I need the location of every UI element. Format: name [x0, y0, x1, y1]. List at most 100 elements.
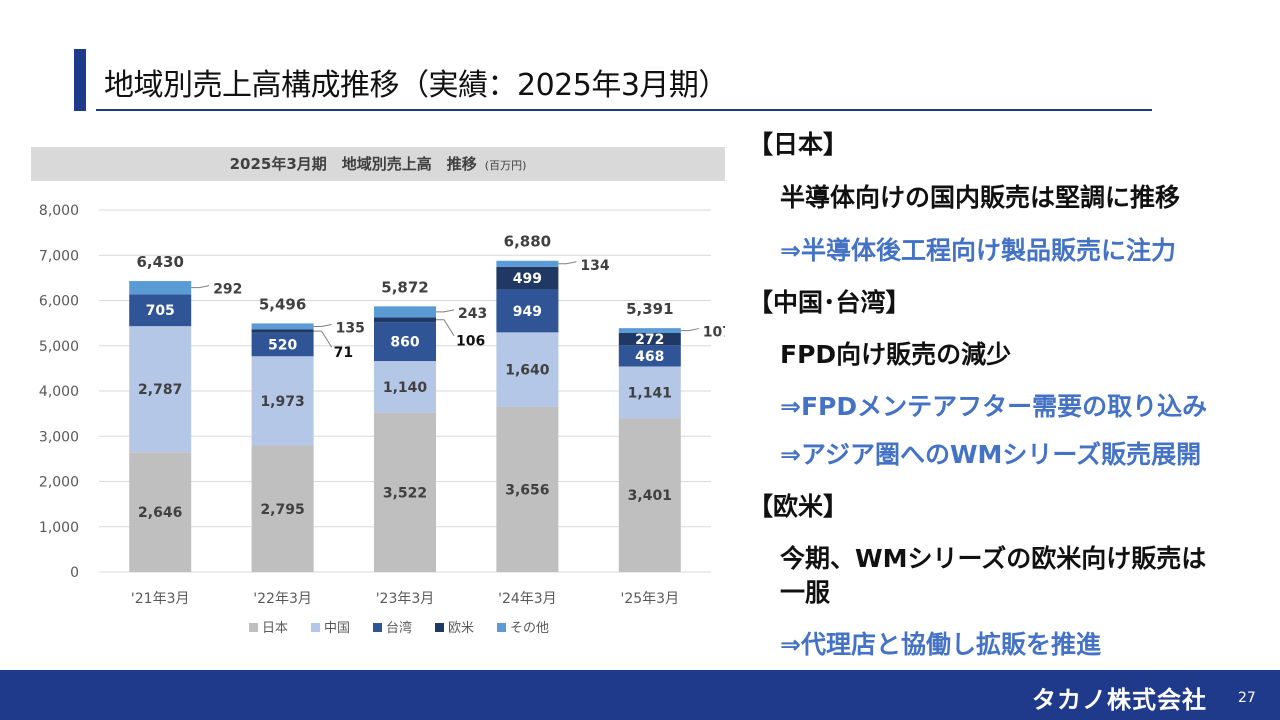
europe-us-point-line2: 一服 — [780, 578, 831, 607]
europe-us-action: ⇒代理店と協働し拡販を推進 — [780, 630, 1101, 659]
legend-label: 日本 — [262, 621, 288, 636]
bar-segment — [374, 306, 436, 318]
y-tick-label: 0 — [70, 565, 79, 581]
stacked-bar-chart: 0 1,000 2,000 3,000 4,000 5,000 6,000 7,000 8,00… — [39, 203, 725, 636]
bar-segment — [618, 332, 681, 346]
bar-segment — [618, 328, 681, 333]
bar-segment — [618, 418, 681, 572]
data-label: 860 — [390, 335, 419, 351]
bar-segment — [251, 329, 314, 333]
china-taiwan-heading: 【中国･台湾】 — [748, 288, 911, 317]
china-taiwan-action-1: ⇒FPDメンテアフター需要の取り込み — [780, 392, 1208, 421]
bar-segment — [374, 317, 436, 323]
bar-segment — [129, 452, 192, 572]
leader-line — [680, 328, 699, 332]
legend-label: 中国 — [324, 621, 350, 636]
data-label: 1,640 — [505, 362, 550, 378]
bar-segment — [618, 345, 681, 367]
data-label: 705 — [146, 303, 175, 319]
data-label: 3,401 — [628, 488, 672, 504]
legend-label: その他 — [510, 621, 549, 636]
legend-swatch — [373, 623, 382, 632]
total-label: 6,430 — [136, 253, 183, 271]
data-label: 71 — [334, 345, 353, 361]
europe-us-point-line1: 今期、WMシリーズの欧米向け販売は — [780, 544, 1207, 573]
legend-swatch — [311, 623, 320, 632]
bar-segment — [251, 332, 314, 357]
y-tick-label: 2,000 — [39, 475, 79, 491]
legend-swatch — [249, 623, 258, 632]
japan-action: ⇒半導体後工程向け製品販売に注力 — [780, 236, 1176, 265]
bar-segment — [496, 260, 559, 267]
chart-title-unit: (百万円) — [484, 159, 527, 172]
y-tick-label: 5,000 — [39, 339, 79, 355]
bar-segment — [129, 294, 192, 327]
company-logo: タカノ株式会社 — [1032, 686, 1207, 714]
data-label: 520 — [268, 337, 297, 353]
leader-line — [436, 309, 455, 313]
data-label: 243 — [458, 306, 487, 322]
x-tick-label: '23年3月 — [376, 591, 435, 607]
bar-segment — [496, 406, 559, 572]
total-label: 5,496 — [259, 295, 306, 313]
data-label: 135 — [336, 320, 365, 336]
data-label: 1,140 — [383, 380, 428, 396]
bar-segment — [496, 266, 559, 290]
leader-line — [313, 330, 333, 348]
bar-segment — [374, 322, 436, 362]
bar-segment — [251, 323, 314, 330]
bar-segment — [251, 445, 314, 572]
chart-title: 2025年3月期 地域別売上高 推移 (百万円) — [31, 147, 725, 181]
data-label: 134 — [580, 258, 609, 274]
y-tick-label: 4,000 — [39, 384, 79, 400]
japan-heading: 【日本】 — [748, 130, 849, 159]
y-tick-label: 7,000 — [39, 248, 79, 264]
leader-line — [191, 285, 210, 289]
footer-band — [0, 670, 1280, 720]
bar-segment — [374, 412, 436, 572]
y-tick-label: 1,000 — [39, 520, 79, 536]
japan-point: 半導体向けの国内販売は堅調に推移 — [780, 183, 1181, 212]
bar-segment — [496, 332, 559, 407]
bar-segment — [129, 326, 192, 453]
data-label: 3,656 — [505, 482, 549, 498]
data-label: 499 — [513, 271, 542, 287]
x-tick-label: '21年3月 — [131, 591, 190, 607]
data-label: 1,973 — [260, 394, 304, 410]
chart-title-main: 2025年3月期 地域別売上高 推移 — [229, 155, 477, 173]
bar-segment — [374, 361, 436, 413]
y-tick-label: 8,000 — [39, 203, 79, 219]
data-label: 2,787 — [138, 382, 182, 398]
chart-header-band — [31, 147, 725, 181]
data-label: 2,795 — [260, 502, 304, 518]
bar-segment — [129, 281, 192, 295]
total-label: 5,872 — [381, 278, 428, 296]
bar-segment — [618, 366, 681, 419]
legend-swatch — [435, 623, 444, 632]
y-tick-label: 6,000 — [39, 294, 79, 310]
data-label: 1,141 — [628, 385, 672, 401]
y-tick-label: 3,000 — [39, 429, 79, 445]
leader-line — [313, 323, 332, 327]
bar-segment — [496, 289, 559, 333]
total-label: 6,880 — [504, 233, 551, 251]
legend-swatch — [497, 623, 506, 632]
x-tick-label: '25年3月 — [621, 591, 680, 607]
data-label: 468 — [635, 349, 664, 365]
data-label: 272 — [635, 332, 664, 348]
leader-line — [558, 261, 577, 265]
europe-us-heading: 【欧米】 — [748, 492, 849, 521]
data-label: 3,522 — [383, 485, 427, 501]
data-label: 107 — [703, 325, 725, 341]
chart-panel: 2025年3月期 地域別売上高 推移 (百万円) 0 1,000 2,000 3,000… — [31, 147, 725, 657]
x-tick-label: '22年3月 — [253, 591, 312, 607]
data-label: 2,646 — [138, 505, 182, 521]
page-title: 地域別売上高構成推移（実績：2025年3月期） — [104, 68, 728, 103]
china-taiwan-action-2: ⇒アジア圏へのWMシリーズ販売展開 — [780, 440, 1202, 469]
leader-line — [436, 319, 455, 336]
total-label: 5,391 — [626, 300, 673, 318]
page-number: 27 — [1238, 690, 1256, 706]
bar-segment — [251, 356, 314, 446]
data-label: 949 — [513, 304, 542, 320]
data-label: 292 — [213, 282, 242, 298]
